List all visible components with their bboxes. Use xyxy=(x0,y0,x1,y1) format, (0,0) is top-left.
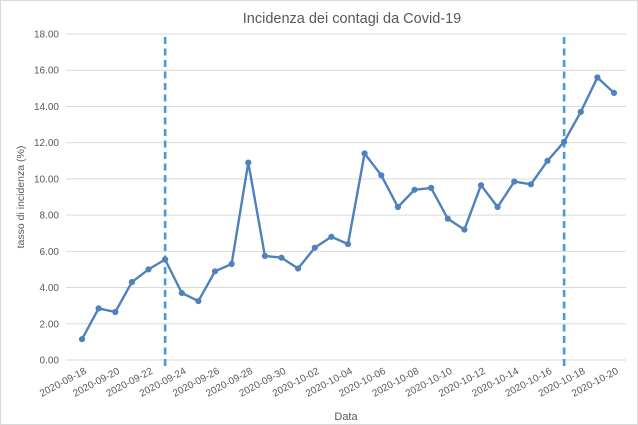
series-line xyxy=(80,76,616,341)
data-point xyxy=(311,244,318,251)
data-point xyxy=(461,226,468,233)
y-tick-label: 4.00 xyxy=(40,283,60,294)
y-tick-label: 16.00 xyxy=(34,66,59,77)
data-point xyxy=(245,159,252,166)
data-point xyxy=(577,108,584,115)
data-point xyxy=(295,265,302,272)
chart-title: Incidenza dei contagi da Covid-19 xyxy=(243,11,461,27)
data-point xyxy=(477,182,485,189)
data-point xyxy=(78,336,86,343)
data-point xyxy=(561,138,568,145)
y-tick-label: 2.00 xyxy=(40,319,60,330)
data-point xyxy=(494,203,501,211)
y-tick-label: 0.00 xyxy=(40,356,60,367)
data-point xyxy=(278,254,285,261)
data-point xyxy=(112,308,119,316)
y-axis-tick-labels: 0.00 2.00 4.00 6.00 8.00 10.00 12.00 14.00 16.00… xyxy=(34,30,59,367)
y-tick-label: 10.00 xyxy=(34,174,59,185)
data-point xyxy=(511,178,518,185)
data-point xyxy=(361,150,368,157)
y-tick-label: 8.00 xyxy=(40,211,60,222)
data-series xyxy=(78,74,618,343)
data-point xyxy=(594,74,601,81)
x-axis-tick-labels: 2020-09-182020-09-202020-09-222020-09-24… xyxy=(38,366,621,400)
data-point xyxy=(195,298,202,305)
data-point xyxy=(328,233,335,240)
data-point xyxy=(428,184,435,191)
data-point xyxy=(610,89,618,96)
data-point xyxy=(527,181,535,188)
y-tick-label: 14.00 xyxy=(34,102,59,113)
data-point xyxy=(444,215,451,222)
y-tick-label: 6.00 xyxy=(40,247,60,258)
data-point xyxy=(211,268,219,275)
data-point xyxy=(544,157,551,164)
data-point xyxy=(95,305,102,312)
x-axis-title: Data xyxy=(334,411,358,423)
data-point xyxy=(178,289,185,297)
y-axis-title: tasso di incidenza (%) xyxy=(15,146,27,249)
data-point xyxy=(145,266,152,273)
data-point xyxy=(261,252,268,259)
data-point xyxy=(162,256,169,263)
annotation-dashed-lines xyxy=(163,37,566,367)
data-point xyxy=(228,260,235,268)
y-tick-label: 12.00 xyxy=(34,138,59,149)
data-point xyxy=(394,203,401,211)
gridlines xyxy=(66,33,626,361)
y-tick-label: 18.00 xyxy=(34,30,59,41)
data-point xyxy=(378,172,385,179)
data-point xyxy=(344,241,352,248)
data-point xyxy=(411,186,418,193)
data-point xyxy=(128,279,135,286)
